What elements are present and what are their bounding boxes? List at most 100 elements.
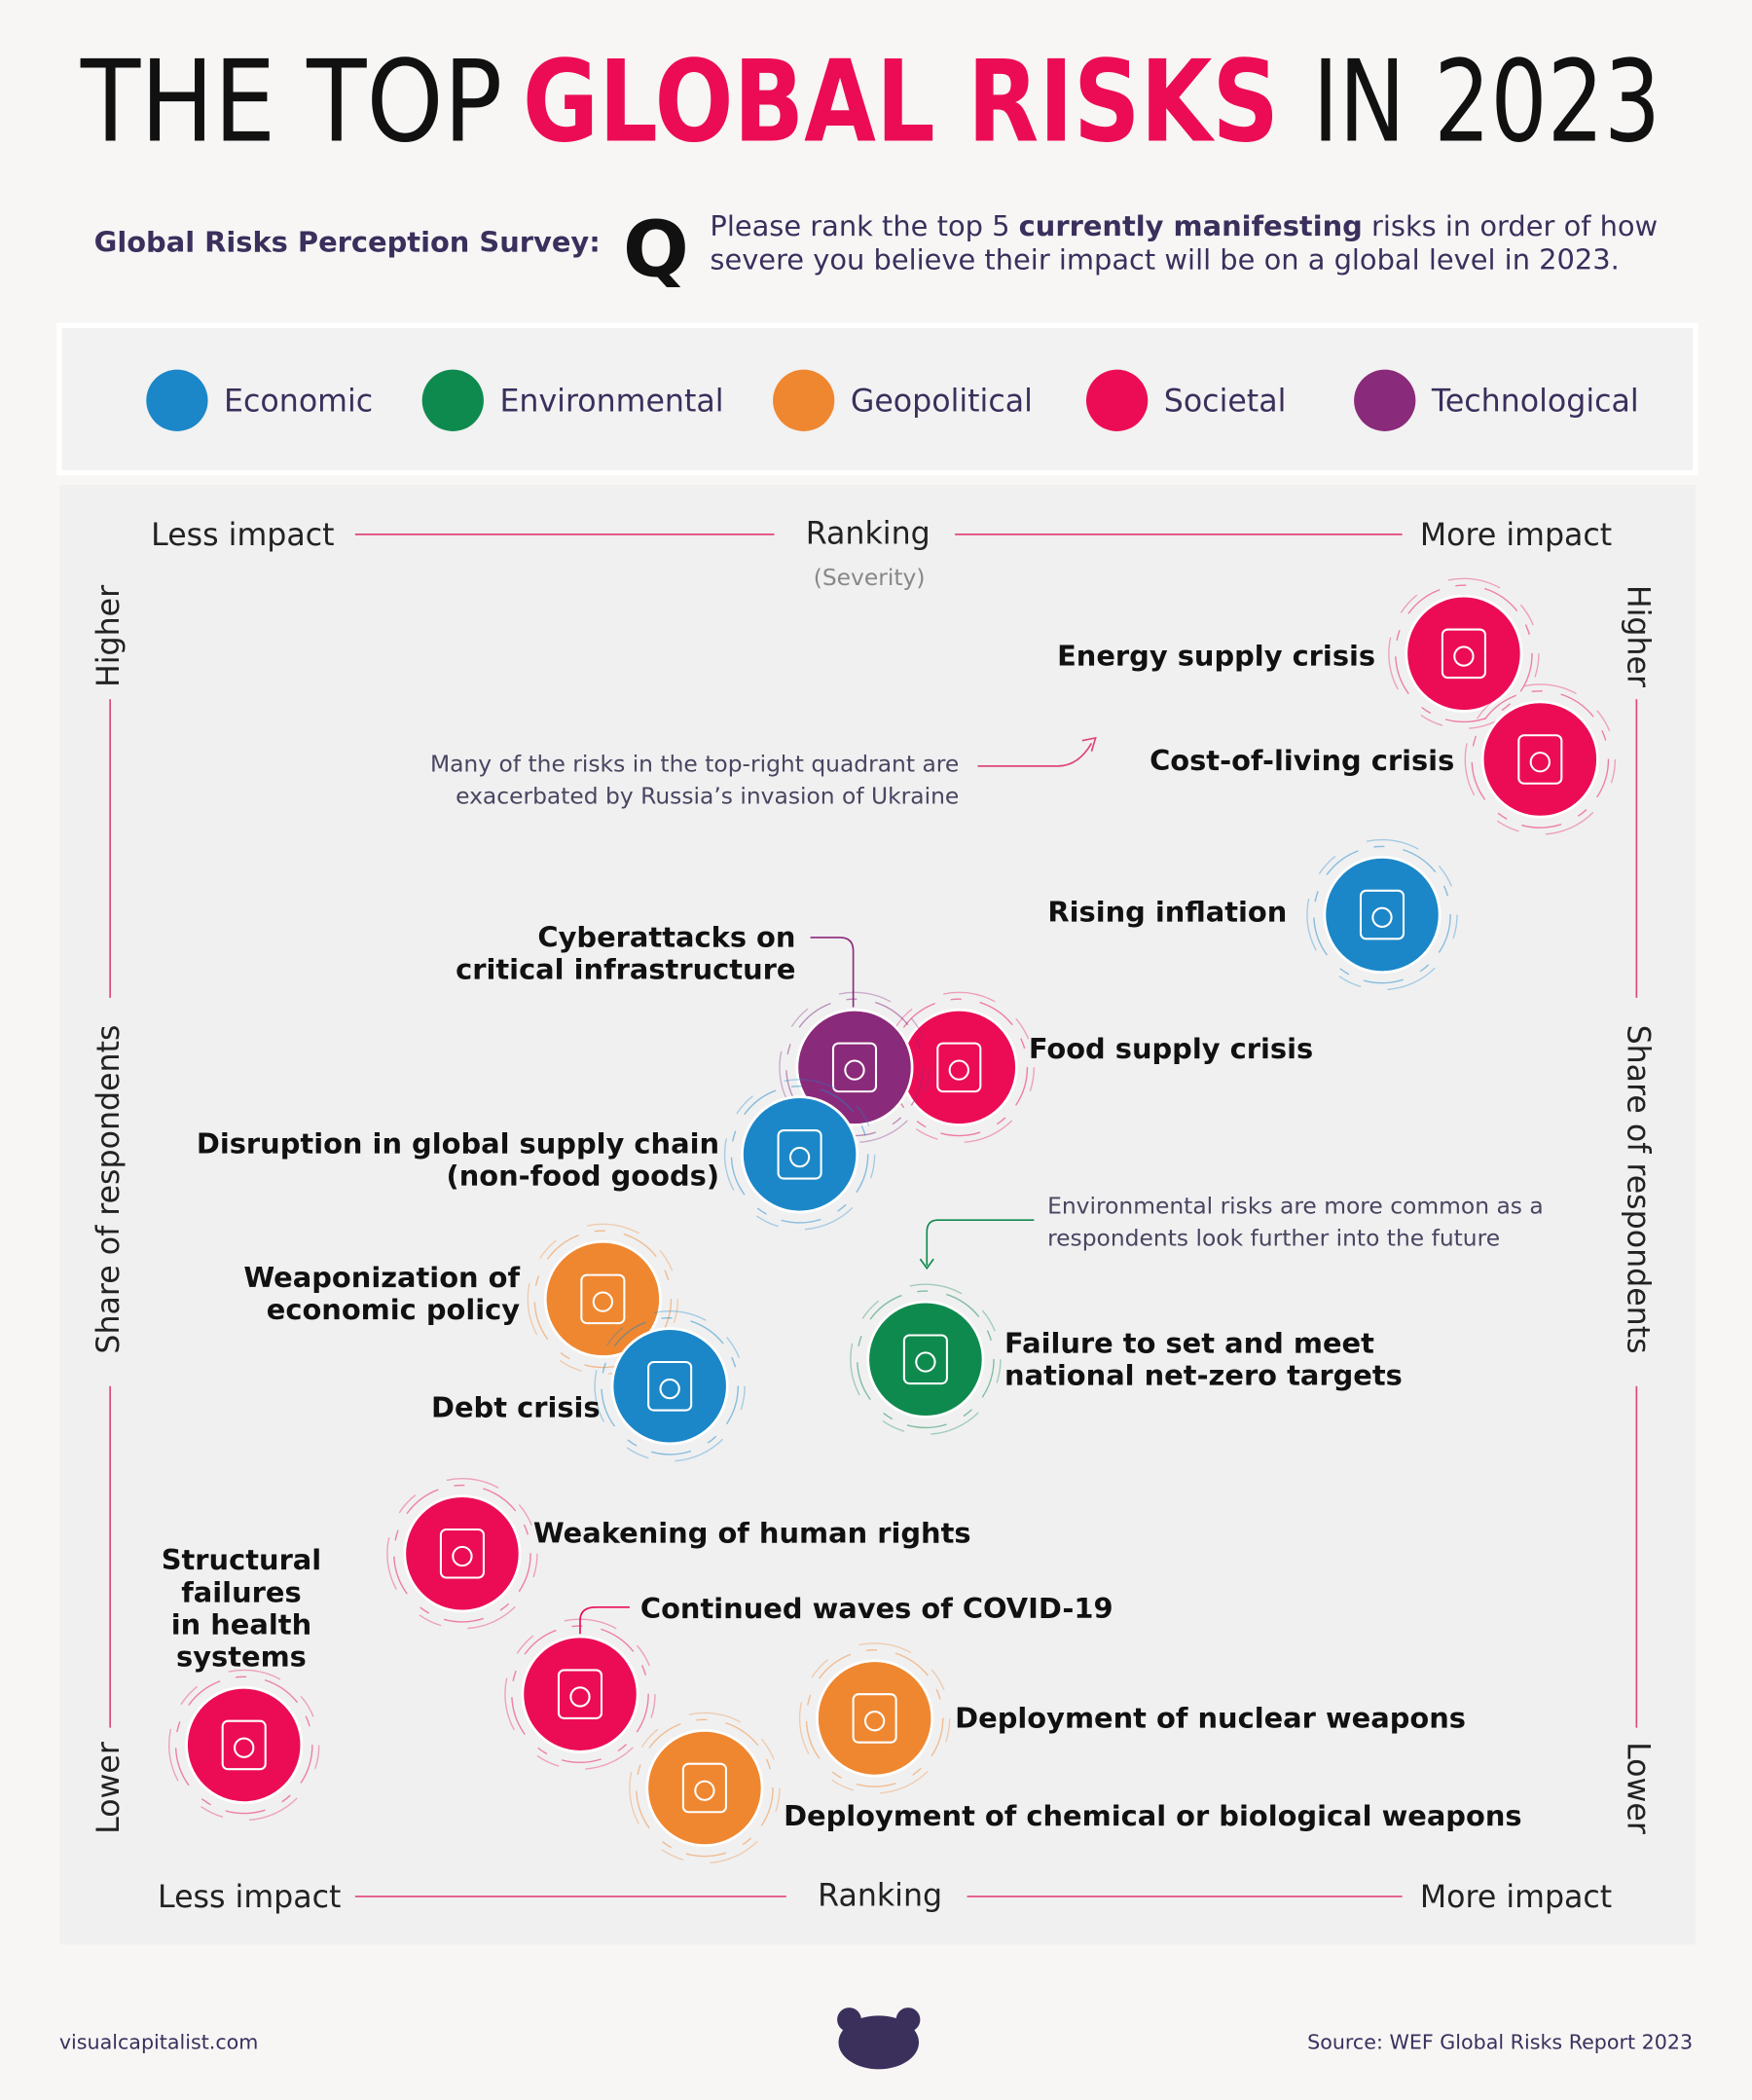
question-part: Please rank the top 5 [710, 209, 1018, 242]
risk-label-line: systems [176, 1639, 307, 1673]
risk-label: Deployment of chemical or biological wea… [784, 1799, 1521, 1832]
annotation-line: Many of the risks in the top-right quadr… [430, 750, 959, 777]
risk-icon [659, 1378, 680, 1400]
title-part: IN 2023 [1312, 37, 1661, 167]
halo [167, 1669, 320, 1822]
connector [810, 937, 855, 1008]
halo [533, 1230, 673, 1369]
risk-label: Disruption in global supply chain (non-fo… [197, 1126, 719, 1192]
risk-bubble [1480, 700, 1599, 819]
risk-label: Deployment of nuclear weapons [955, 1702, 1466, 1735]
axis-end: More impact [1420, 518, 1612, 553]
risk-label: Weakening of human rights [533, 1517, 971, 1550]
risk-label-line: Rising inflation [1047, 895, 1287, 928]
annotation-line: Environmental risks are more common as a [1047, 1192, 1544, 1219]
risk-label-line: Structural [162, 1543, 322, 1576]
risk-label-line: Cost-of-living crisis [1150, 744, 1454, 777]
risk-icon [1371, 906, 1393, 928]
halo [890, 998, 1029, 1137]
risk-bubble [185, 1685, 304, 1804]
axis-end: Lower [1620, 1742, 1655, 1834]
legend-swatch [146, 369, 208, 431]
annotation-arrow [977, 743, 1093, 767]
risk-bubble [899, 1008, 1018, 1126]
risk-label-line: Food supply crisis [1029, 1032, 1313, 1065]
risk-bubble [1405, 594, 1523, 713]
axis-title: Ranking [818, 1879, 942, 1914]
risk-label: Weaponization of economic policy [243, 1261, 520, 1326]
logo [837, 2008, 861, 2032]
legend-label: Geopolitical [851, 384, 1033, 419]
survey-label: Global Risks Perception Survey: [94, 226, 601, 259]
halo [1464, 683, 1617, 835]
question-part: currently manifesting [1019, 209, 1363, 242]
legend-swatch [1085, 369, 1149, 431]
risk-icon [557, 1669, 603, 1719]
risk-icon [902, 1334, 948, 1385]
legend-label: Technological [1431, 384, 1639, 419]
halo [805, 1649, 944, 1787]
logo [838, 2015, 920, 2070]
axis-end: More impact [1420, 1880, 1612, 1915]
risk-bubble [403, 1494, 522, 1613]
risk-label-line: Disruption in global supply chain [197, 1126, 719, 1160]
annotation: Many of the risks in the top-right quadr… [430, 750, 959, 809]
risk-bubble [543, 1239, 662, 1358]
halo [629, 1712, 781, 1864]
risk-label-line: Deployment of nuclear weapons [955, 1702, 1466, 1735]
halo [723, 1079, 876, 1231]
halo [850, 1283, 1002, 1435]
halo [1471, 690, 1610, 829]
risk-icon [831, 1042, 878, 1093]
axis-end: Higher [91, 585, 127, 687]
risk-icon [948, 1059, 969, 1081]
risk-bubble [795, 1008, 914, 1126]
axis-end: Less impact [158, 1880, 341, 1915]
footer-source: Source: WEF Global Risks Report 2023 [1307, 2031, 1693, 2054]
risk-label-line: Debt crisis [431, 1390, 601, 1423]
risk-icon [788, 1146, 811, 1168]
risk-icon [439, 1528, 485, 1579]
question-part: risks in order of how [1363, 209, 1658, 242]
halo [798, 1642, 951, 1794]
halo [393, 1484, 531, 1623]
risk-bubble [866, 1300, 985, 1418]
annotation-line: exacerbated by Russia’s invasion of Ukra… [456, 782, 959, 809]
halo [1388, 577, 1540, 730]
risk-icon [852, 1693, 897, 1744]
legend-label: Economic [224, 384, 373, 419]
risk-bubble [1323, 856, 1442, 975]
legend-swatch [1354, 369, 1416, 431]
risk-bubble [645, 1728, 764, 1848]
risk-icon [1441, 628, 1486, 680]
risk-label: Rising inflation [1047, 895, 1287, 928]
risk-label: Cost-of-living crisis [1150, 744, 1454, 777]
q-mark: Q [623, 203, 689, 294]
risk-label: Cyberattacks on critical infrastructure [456, 921, 795, 986]
halo [511, 1625, 649, 1764]
legend-box [56, 322, 1698, 476]
title-part: GLOBAL RISKS [523, 37, 1279, 167]
halo [527, 1223, 679, 1376]
risk-label-line: Weakening of human rights [533, 1517, 971, 1550]
risk-icon [1517, 734, 1563, 785]
risk-icon [592, 1291, 614, 1312]
risk-icon [1359, 889, 1405, 940]
risk-icon [580, 1273, 626, 1325]
halo [601, 1316, 739, 1455]
question: severe you believe their impact will be … [710, 243, 1619, 276]
risk-bubble [610, 1327, 729, 1446]
axis-title: Ranking [806, 517, 931, 552]
axis-title: Share of respondents [91, 1025, 127, 1354]
risk-label: Failure to set and meet national net-zero… [1004, 1326, 1403, 1391]
logo [895, 2008, 921, 2032]
risk-bubble [521, 1635, 639, 1753]
risk-label-line: in health [171, 1607, 311, 1640]
footer-site: visualcapitalist.com [59, 2031, 259, 2054]
risk-label: Energy supply crisis [1057, 640, 1375, 673]
risk-bubble [816, 1659, 934, 1778]
risk-icon [863, 1711, 886, 1732]
risk-bubble [741, 1095, 859, 1214]
axis-subtitle: (Severity) [814, 564, 926, 591]
annotation-arrow [926, 1219, 1035, 1266]
